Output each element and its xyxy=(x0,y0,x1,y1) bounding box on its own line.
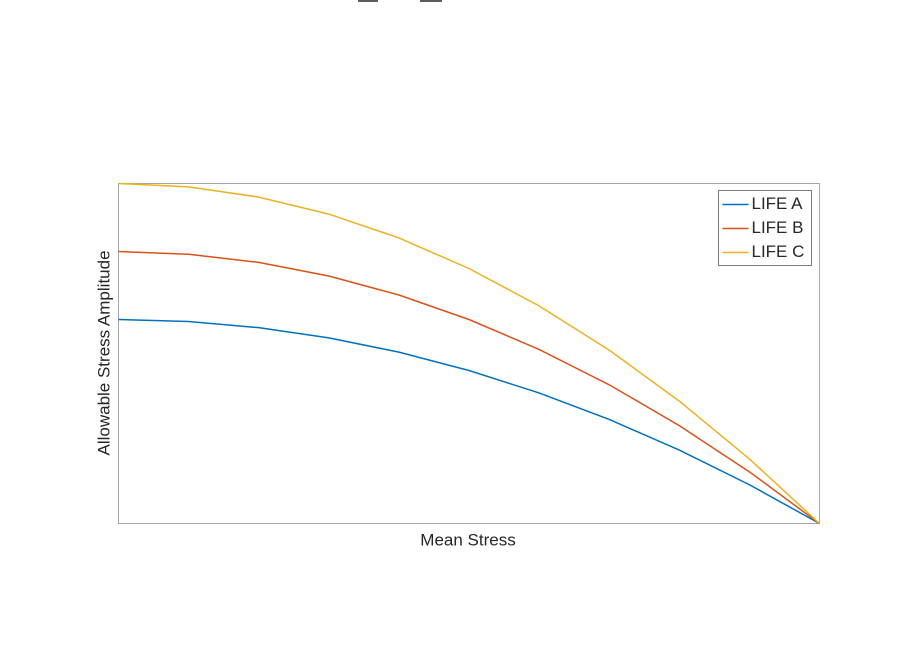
plot-area xyxy=(118,183,820,524)
series-line xyxy=(118,318,820,525)
y-axis-label: Allowable Stress Amplitude xyxy=(94,250,113,455)
x-axis-label: Mean Stress xyxy=(420,530,515,549)
legend-label: LIFE A xyxy=(752,194,804,213)
legend-label: LIFE B xyxy=(752,218,804,237)
legend-label: LIFE C xyxy=(752,242,805,261)
series-line xyxy=(118,250,820,525)
series-line xyxy=(118,182,821,525)
